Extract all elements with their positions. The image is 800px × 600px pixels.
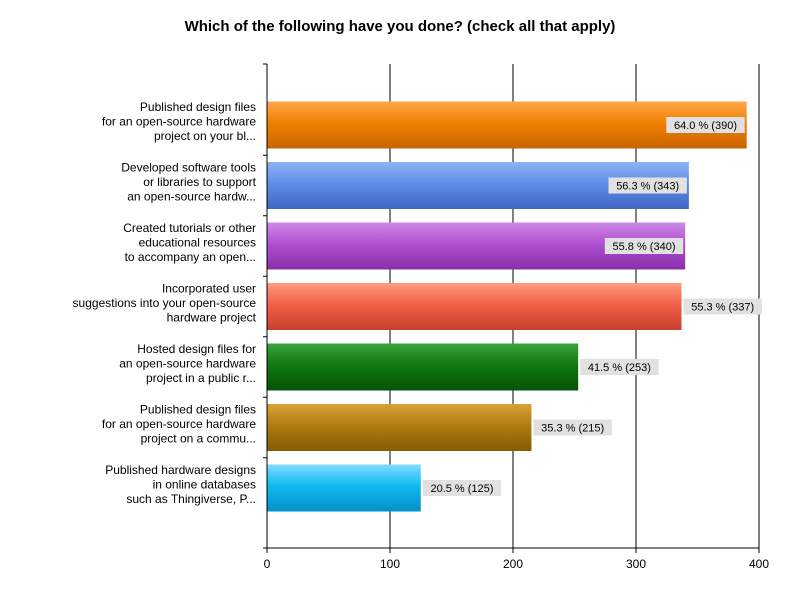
data-label-box [533, 419, 612, 436]
chart-title: Which of the following have you done? (c… [184, 18, 616, 35]
data-label: 35.3 % (215) [541, 423, 604, 435]
data-label: 41.5 % (253) [588, 362, 651, 374]
x-tick-label: 300 [626, 557, 646, 571]
category-label: Incorporated user suggestions into your o… [73, 282, 257, 325]
data-label: 55.8 % (340) [613, 241, 676, 253]
bar[interactable] [267, 343, 579, 391]
data-label: 64.0 % (390) [674, 120, 737, 132]
data-label: 56.3 % (343) [616, 181, 679, 193]
category-label: Published design files for an open-source… [102, 100, 256, 143]
bar[interactable] [267, 464, 421, 512]
category-label: Developed software tools or libraries to … [121, 161, 256, 204]
data-label: 20.5 % (125) [430, 483, 493, 495]
category-label: Hosted design files for an open-source ha… [119, 342, 256, 385]
data-label: 55.3 % (337) [691, 302, 754, 314]
data-label-box [604, 238, 684, 254]
x-tick-label: 400 [749, 557, 769, 571]
data-label-box [666, 117, 745, 133]
data-label-box [608, 177, 687, 194]
category-label: Published hardware designs in online data… [105, 463, 256, 506]
data-label-box [580, 359, 659, 375]
x-tick-label: 200 [503, 557, 523, 571]
category-label: Published design files for an open-source… [102, 403, 256, 446]
x-tick-label: 100 [380, 557, 400, 571]
data-label-box [683, 298, 762, 315]
category-label: Created tutorials or other educational re… [123, 221, 256, 264]
data-label-box [422, 480, 502, 496]
x-tick-label: 0 [264, 557, 271, 571]
bar[interactable] [267, 404, 532, 451]
bar[interactable] [267, 283, 682, 330]
